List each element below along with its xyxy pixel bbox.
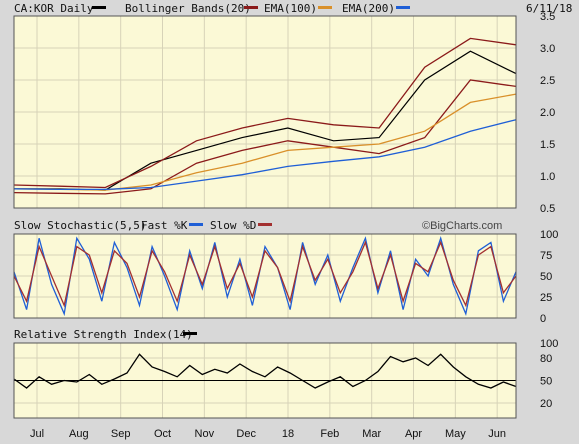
y-tick-label: 50 (540, 376, 552, 388)
y-tick-label: 100 (540, 229, 558, 241)
series-ema-200 (13, 119, 517, 191)
y-tick-label: 80 (540, 353, 552, 365)
x-tick-label: Oct (154, 428, 171, 440)
y-tick-label: 1.5 (540, 139, 555, 151)
rsi-panel-border (13, 342, 517, 419)
price-panel-border (13, 15, 517, 209)
ema200-label: EMA(200) (342, 2, 395, 15)
y-tick-label: 2.0 (540, 107, 555, 119)
ema200-legend-swatch (396, 6, 410, 9)
price-legend-swatch (92, 6, 106, 9)
x-tick-label: Sep (111, 428, 131, 440)
symbol-label: CA:KOR Daily (14, 2, 94, 15)
x-tick-label: Aug (69, 428, 89, 440)
fast-k-label: Fast %K (141, 219, 188, 232)
series-bollinger-bands-20-upper (13, 37, 517, 189)
y-tick-label: 100 (540, 338, 558, 350)
x-tick-label: Dec (236, 428, 256, 440)
series-relative-strength-index-14 (13, 353, 517, 389)
series-layer (13, 37, 517, 389)
chart-date: 6/11/18 (526, 2, 572, 15)
y-tick-label: 20 (540, 398, 552, 410)
ema100-label: EMA(100) (264, 2, 317, 15)
axis-labels: Jul Aug Sep Oct Nov Dec 18 Feb Mar Apr May Jun 0.5 1.… (30, 11, 558, 440)
x-tick-label: Jun (488, 428, 506, 440)
series-bollinger-bands-20-lower (13, 79, 517, 195)
ema100-legend-swatch (318, 6, 332, 9)
bollinger-label: Bollinger Bands(20) (125, 2, 251, 15)
x-tick-label: May (445, 428, 466, 440)
x-tick-label: Nov (195, 428, 215, 440)
y-tick-label: 2.5 (540, 75, 555, 87)
x-tick-label: 18 (282, 428, 294, 440)
y-tick-label: 3.5 (540, 11, 555, 23)
x-tick-label: Jul (30, 428, 44, 440)
y-tick-label: 0 (540, 313, 546, 325)
y-tick-label: 3.0 (540, 43, 555, 55)
y-tick-label: 1.0 (540, 171, 555, 183)
x-tick-label: Feb (320, 428, 339, 440)
x-tick-label: Mar (362, 428, 381, 440)
bollinger-legend-swatch (244, 6, 258, 9)
slow-d-legend-swatch (258, 223, 272, 226)
series-slow-d (13, 240, 517, 308)
y-tick-label: 0.5 (540, 203, 555, 215)
y-tick-label: 75 (540, 250, 552, 262)
y-tick-label: 25 (540, 292, 552, 304)
y-tick-label: 50 (540, 271, 552, 283)
watermark: ©BigCharts.com (422, 220, 502, 232)
slow-d-label: Slow %D (210, 219, 256, 232)
x-tick-label: Apr (405, 428, 422, 440)
rsi-legend-swatch (183, 332, 197, 335)
fast-k-legend-swatch (189, 223, 203, 226)
rsi-label: Relative Strength Index(14) (14, 328, 193, 341)
stochastic-label: Slow Stochastic(5,5) (14, 219, 146, 232)
stochastic-panel-border (13, 233, 517, 319)
